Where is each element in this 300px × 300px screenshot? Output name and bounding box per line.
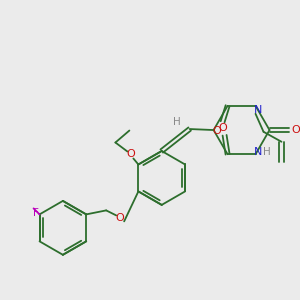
Text: O: O (116, 213, 124, 224)
Text: O: O (126, 149, 135, 160)
Text: F: F (33, 208, 38, 218)
Text: O: O (291, 125, 300, 135)
Text: O: O (218, 123, 227, 133)
Text: N: N (254, 105, 263, 115)
Text: H: H (173, 117, 181, 127)
Text: O: O (212, 126, 221, 136)
Text: N: N (254, 147, 263, 157)
Text: H: H (262, 147, 270, 157)
